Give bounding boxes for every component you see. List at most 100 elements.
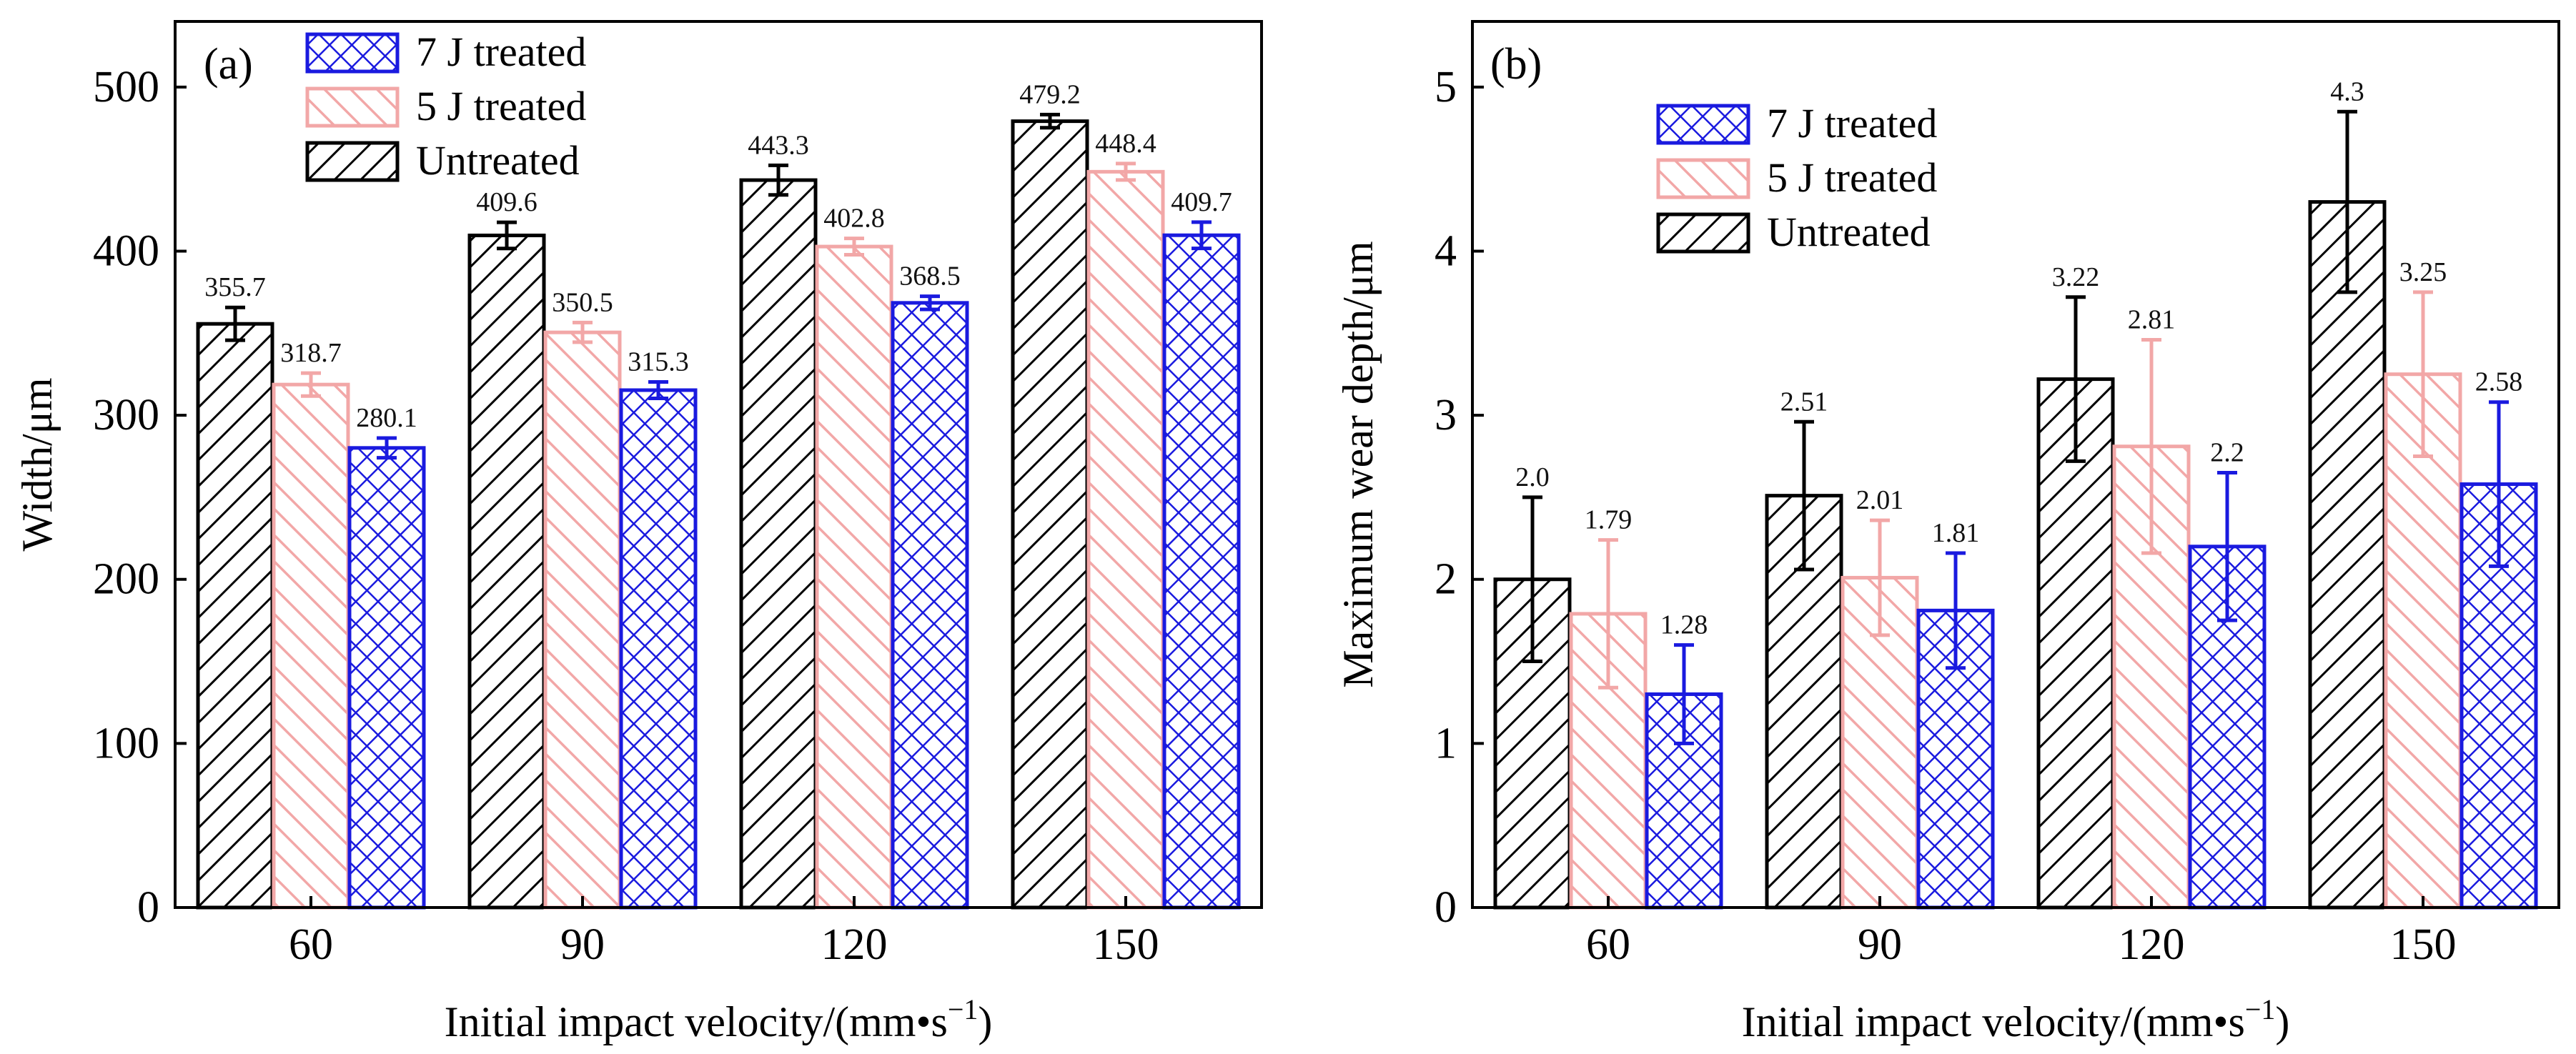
value-label-b-0-60: 2.0 — [1515, 462, 1550, 492]
x-tick-label-b-60: 60 — [1586, 920, 1630, 969]
x-tick-label-a-120: 120 — [821, 920, 888, 969]
value-labels-a: 355.7 318.7 280.1 409.6 350.5 315.3 443.3 402.8… — [204, 79, 1232, 433]
error-bar-a-0-90 — [497, 220, 517, 251]
error-bar-b-2-120 — [2217, 470, 2237, 622]
legend-swatch-7-j-treated — [1656, 104, 1750, 145]
bar-a-untreated-120 — [739, 178, 818, 910]
error-bar-a-1-90 — [573, 320, 593, 344]
error-bar-a-1-120 — [844, 237, 864, 257]
bar-a-7-j-treated-60 — [347, 446, 426, 910]
legend-item-5-j-treated: 5 J treated — [305, 83, 586, 129]
bar-a-untreated-60 — [196, 322, 274, 910]
y-tick-label-a-400: 400 — [93, 227, 159, 275]
error-bar-a-2-120 — [920, 294, 940, 312]
value-label-b-1-90: 2.01 — [1856, 485, 1904, 515]
bar-a-5-j-treated-120 — [815, 244, 893, 910]
y-tick-label-a-0: 0 — [137, 883, 159, 932]
error-bar-b-0-60 — [1522, 495, 1542, 664]
error-bar-b-1-90 — [1870, 518, 1890, 637]
x-axis-title-a: Initial impact velocity/(mm•s−1) — [445, 993, 993, 1045]
x-axis-title-b: Initial impact velocity/(mm•s−1) — [1742, 993, 2290, 1045]
error-bar-a-2-150 — [1192, 220, 1212, 251]
legend-item-7-j-treated: 7 J treated — [1656, 100, 1937, 146]
value-label-a-0-150: 479.2 — [1019, 79, 1081, 109]
error-bar-a-1-60 — [301, 371, 321, 398]
bars-a — [196, 119, 1241, 910]
legend-swatch-untreated — [305, 141, 400, 182]
error-bar-b-2-90 — [1946, 551, 1966, 670]
y-tick-label-b-3: 3 — [1435, 391, 1457, 439]
error-bar-b-0-90 — [1794, 419, 1814, 572]
value-label-a-2-150: 409.7 — [1171, 187, 1232, 217]
ticks-a: 60 90 120 150 0 100 200 300 400 500 — [93, 63, 1159, 969]
value-label-a-2-60: 280.1 — [356, 403, 417, 433]
bar-a-untreated-150 — [1011, 119, 1089, 910]
value-label-b-0-120: 3.22 — [2052, 262, 2100, 292]
panel-label-b: (b) — [1490, 40, 1542, 89]
error-bar-b-1-150 — [2413, 290, 2433, 459]
legend-swatch-7-j-treated — [305, 32, 400, 74]
y-tick-label-a-300: 300 — [93, 391, 159, 439]
value-label-a-1-90: 350.5 — [552, 287, 613, 317]
y-tick-label-b-4: 4 — [1435, 227, 1457, 275]
error-bar-b-0-150 — [2337, 109, 2357, 294]
value-label-b-2-150: 2.58 — [2475, 367, 2523, 397]
error-bar-b-1-60 — [1598, 538, 1618, 690]
y-axis-title-b: Maximum wear depth/μm — [1334, 241, 1382, 687]
y-tick-label-a-100: 100 — [93, 719, 159, 767]
error-bars-a — [225, 112, 1212, 460]
error-bars-b — [1522, 109, 2509, 745]
legend-label-7-j-treated: 7 J treated — [416, 29, 586, 75]
bar-a-untreated-90 — [467, 233, 546, 910]
error-bar-b-2-60 — [1674, 643, 1694, 745]
x-tick-label-b-150: 150 — [2390, 920, 2457, 969]
x-tick-label-b-120: 120 — [2119, 920, 2185, 969]
error-bar-a-0-60 — [225, 305, 245, 342]
bar-a-7-j-treated-90 — [619, 388, 698, 910]
error-bar-a-0-150 — [1040, 112, 1060, 130]
y-axis-title-a: Width/μm — [14, 377, 61, 551]
legend-swatch-5-j-treated — [305, 86, 400, 128]
y-tick-label-b-0: 0 — [1435, 883, 1457, 932]
bar-a-5-j-treated-90 — [543, 330, 622, 910]
error-bar-a-0-120 — [768, 163, 788, 197]
error-bar-a-2-60 — [377, 436, 397, 460]
y-tick-label-a-500: 500 — [93, 63, 159, 111]
bar-a-5-j-treated-150 — [1086, 169, 1165, 910]
panel-label-a: (a) — [204, 40, 253, 89]
value-label-b-0-150: 4.3 — [2330, 76, 2364, 106]
value-label-b-0-90: 2.51 — [1780, 387, 1828, 417]
legend-item-7-j-treated: 7 J treated — [305, 29, 586, 75]
value-label-b-1-120: 2.81 — [2128, 304, 2176, 334]
value-label-a-0-60: 355.7 — [204, 272, 266, 302]
bar-a-7-j-treated-120 — [891, 301, 969, 910]
value-label-a-0-120: 443.3 — [748, 130, 809, 160]
legend-swatch-5-j-treated — [1656, 158, 1750, 199]
legend-item-untreated: Untreated — [305, 137, 580, 184]
x-tick-label-b-90: 90 — [1858, 920, 1902, 969]
value-label-b-2-60: 1.28 — [1660, 610, 1708, 640]
value-label-b-1-150: 3.25 — [2399, 257, 2447, 287]
bar-a-5-j-treated-60 — [272, 382, 350, 910]
legend-a: 7 J treated 5 J treated Untreated — [305, 29, 586, 184]
x-tick-label-a-90: 90 — [560, 920, 605, 969]
y-tick-label-b-5: 5 — [1435, 63, 1457, 111]
panel-b: 2.0 1.79 1.28 2.51 2.01 1.81 3.22 2.81 2.2 4.3 3.2… — [1334, 20, 2560, 1045]
legend-b: 7 J treated 5 J treated Untreated — [1656, 100, 1937, 255]
legend-label-untreated: Untreated — [1767, 209, 1931, 255]
legend-label-7-j-treated: 7 J treated — [1767, 100, 1937, 146]
legend-item-untreated: Untreated — [1656, 209, 1931, 255]
error-bar-a-1-150 — [1116, 161, 1136, 182]
value-label-a-2-90: 315.3 — [628, 347, 689, 377]
legend-label-5-j-treated: 5 J treated — [416, 83, 586, 129]
value-label-a-1-120: 402.8 — [823, 204, 885, 234]
legend-label-5-j-treated: 5 J treated — [1767, 154, 1937, 201]
value-label-b-1-60: 1.79 — [1585, 505, 1633, 535]
error-bar-b-2-150 — [2489, 400, 2509, 568]
value-label-a-2-120: 368.5 — [899, 262, 961, 292]
legend-item-5-j-treated: 5 J treated — [1656, 154, 1937, 201]
legend-label-untreated: Untreated — [416, 137, 580, 184]
error-bar-a-2-90 — [648, 379, 668, 400]
value-label-a-1-150: 448.4 — [1095, 129, 1156, 159]
